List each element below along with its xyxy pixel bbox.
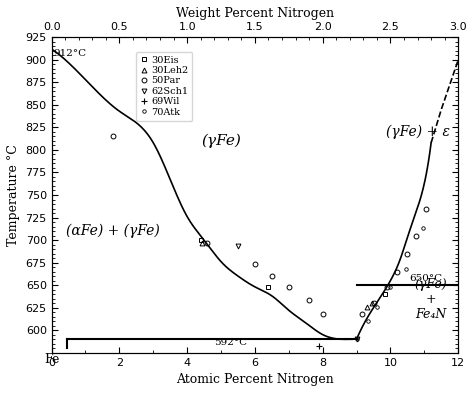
Text: 912°C: 912°C [53, 49, 86, 58]
X-axis label: Atomic Percent Nitrogen: Atomic Percent Nitrogen [176, 373, 334, 386]
X-axis label: Weight Percent Nitrogen: Weight Percent Nitrogen [176, 7, 334, 20]
Text: (αFe) + (γFe): (αFe) + (γFe) [66, 224, 159, 238]
Legend: 30Eis, 30Leh2, 50Par, 62Sch1, 69Wil, 70Atk: 30Eis, 30Leh2, 50Par, 62Sch1, 69Wil, 70A… [136, 52, 192, 121]
Y-axis label: Temperature °C: Temperature °C [7, 144, 20, 246]
Text: 592°C: 592°C [214, 338, 247, 347]
Text: 650°C: 650°C [409, 274, 442, 283]
Text: (γFe): (γFe) [201, 134, 241, 148]
Text: Fe: Fe [44, 353, 59, 365]
Text: (γFe)
+
Fe₄N: (γFe) + Fe₄N [415, 278, 447, 321]
Text: (γFe) + ε: (γFe) + ε [385, 125, 449, 139]
